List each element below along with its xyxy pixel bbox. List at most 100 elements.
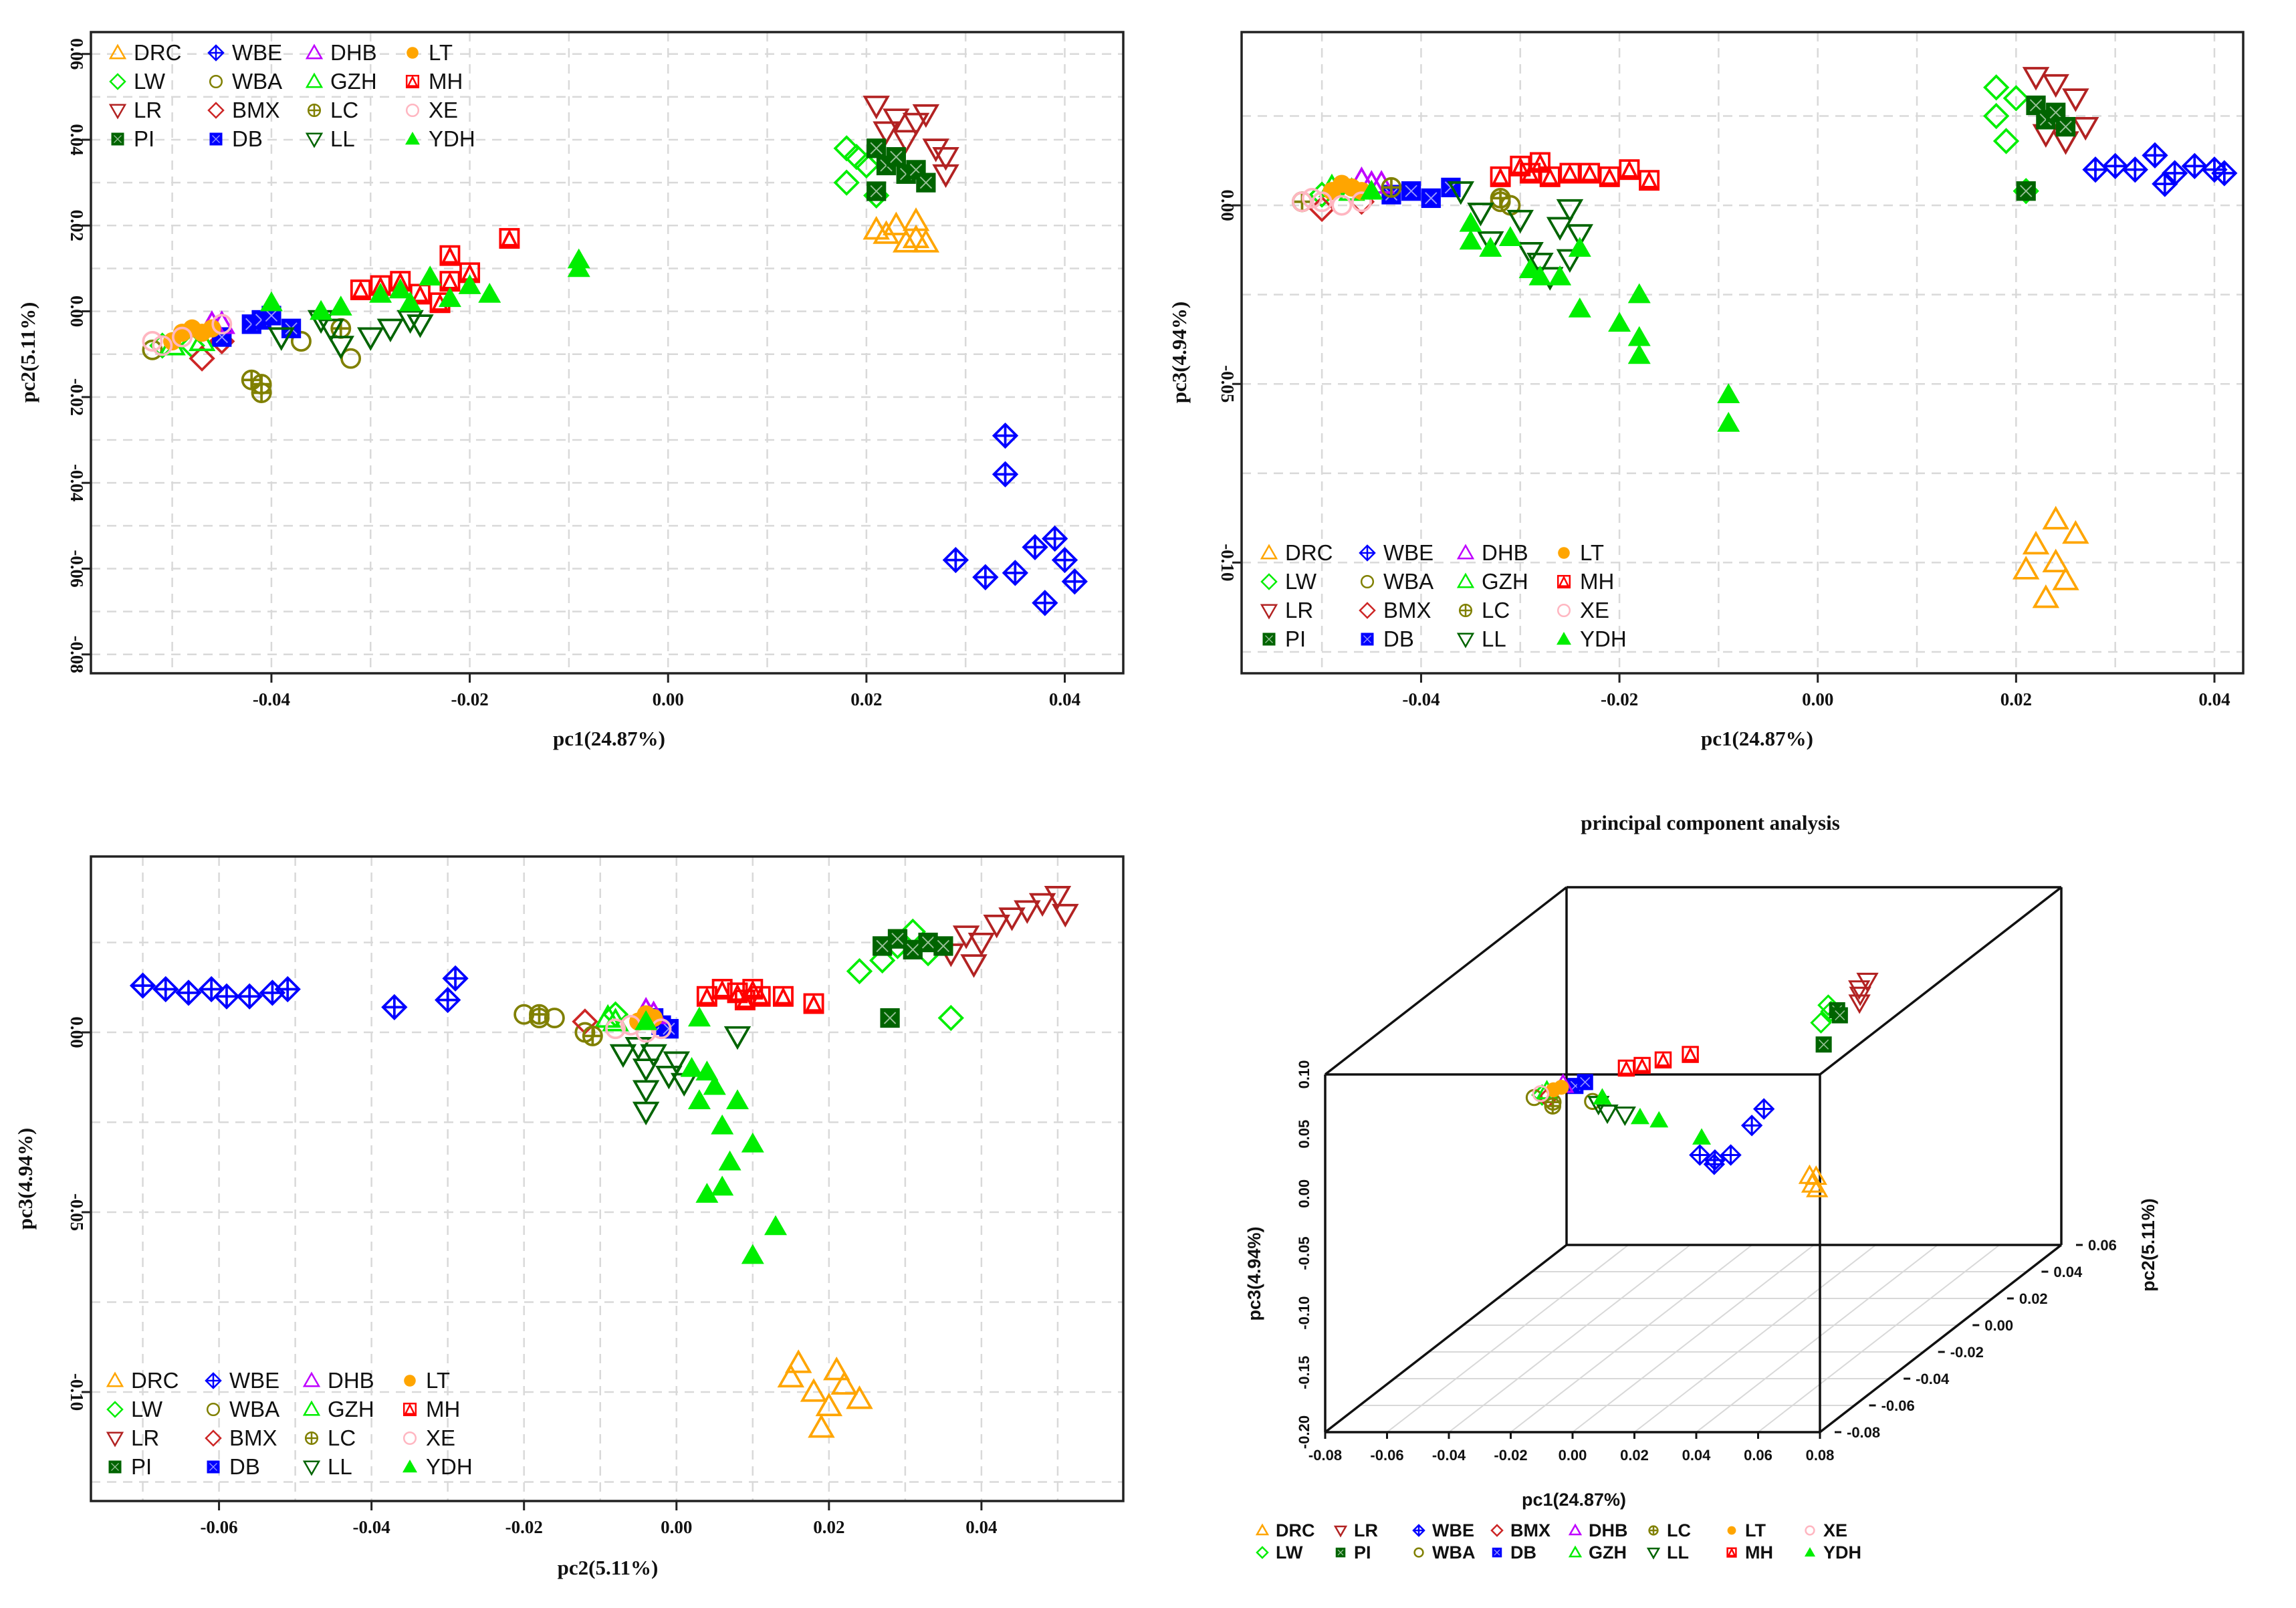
marker-shape xyxy=(1405,185,1417,197)
marker-shape xyxy=(212,135,220,143)
marker-shape xyxy=(302,1460,321,1476)
marker-shape xyxy=(703,1074,726,1095)
marker-shape xyxy=(206,1402,221,1417)
marker-shape xyxy=(441,245,459,264)
grid xyxy=(91,856,1123,1501)
marker-shape xyxy=(2020,185,2033,197)
legend-label: LW xyxy=(1276,1542,1303,1563)
marker-shape xyxy=(912,229,940,253)
legend-marker-ydh xyxy=(403,1460,417,1473)
x-tick-label: -0.06 xyxy=(200,1517,237,1537)
marker-shape xyxy=(108,43,127,60)
marker-shape xyxy=(2042,74,2069,98)
marker-shape xyxy=(1580,1076,1591,1087)
point-drc xyxy=(2012,556,2040,580)
legend-label: MH xyxy=(429,69,463,94)
legend-marker-lt xyxy=(1558,547,1570,559)
point-xe xyxy=(605,1018,626,1040)
marker-shape xyxy=(405,103,420,118)
marker-shape xyxy=(369,282,392,303)
marker-shape xyxy=(1459,211,1482,232)
series-wba xyxy=(142,331,362,369)
marker-shape xyxy=(209,74,223,89)
marker-shape xyxy=(713,980,731,998)
point-lr xyxy=(873,121,900,145)
legend-label: DHB xyxy=(1482,540,1528,565)
grid-line xyxy=(1633,1244,1877,1433)
point-pi xyxy=(886,147,906,167)
marker-shape xyxy=(1491,166,1510,185)
legend-marker-wba xyxy=(1413,1547,1424,1558)
marker-shape xyxy=(967,932,996,957)
legend-marker-lw xyxy=(1260,573,1278,590)
x-tick-label: 0.02 xyxy=(1620,1447,1649,1464)
point-wbe xyxy=(435,986,461,1014)
marker-shape xyxy=(1566,224,1593,248)
marker-shape xyxy=(1727,1547,1736,1557)
legend-item-lr: LR xyxy=(1260,598,1313,622)
series-lr xyxy=(863,96,959,189)
point-wbe xyxy=(1061,568,1088,595)
legend-item-mh: MH xyxy=(1726,1542,1773,1563)
series-pi xyxy=(1815,1002,1848,1053)
point-wbe xyxy=(1051,547,1078,574)
marker-shape xyxy=(1557,632,1571,645)
point-wbe xyxy=(2082,156,2109,183)
point-lw xyxy=(833,169,860,196)
marker-shape xyxy=(823,1356,850,1381)
legend-marker-dhb xyxy=(1456,544,1475,560)
marker-shape xyxy=(902,112,930,137)
marker-shape xyxy=(444,967,467,990)
box-edge xyxy=(1324,886,1568,1076)
y-tick-label: -0.08 xyxy=(1847,1424,1880,1441)
marker-shape xyxy=(1425,192,1438,205)
marker-shape xyxy=(404,1375,416,1387)
legend-item-ll: LL xyxy=(302,1454,352,1479)
legend-label: PI xyxy=(131,1454,152,1479)
marker-shape xyxy=(302,1371,321,1387)
legend-label: LC xyxy=(1667,1520,1691,1540)
y-tick-label: -0.10 xyxy=(1218,544,1238,581)
marker-shape xyxy=(1367,170,1395,194)
point-wbe xyxy=(1042,525,1068,552)
series-lc xyxy=(529,1004,603,1046)
marker-shape xyxy=(2042,548,2069,572)
legend-item-pi: PI xyxy=(108,1454,152,1479)
point-drc xyxy=(892,229,920,253)
point-lr xyxy=(1052,903,1079,928)
marker-shape xyxy=(267,327,295,351)
legend-marker-pi xyxy=(1262,633,1276,646)
marker-shape xyxy=(1360,546,1375,560)
x-tick-label: 0.04 xyxy=(965,1517,997,1537)
marker-shape xyxy=(1558,575,1570,587)
legend-item-lw: LW xyxy=(106,1397,163,1421)
point-pi xyxy=(2016,181,2036,201)
legend-label: DRC xyxy=(1276,1520,1315,1540)
y-tick-label: 0.06 xyxy=(67,38,87,70)
marker-shape xyxy=(142,339,163,360)
point-lc xyxy=(1381,177,1402,198)
point-mh xyxy=(772,986,794,1007)
marker-shape xyxy=(1630,1107,1649,1125)
marker-shape xyxy=(2153,173,2176,196)
marker-shape xyxy=(1704,1155,1724,1174)
legend-label: YDH xyxy=(429,126,475,151)
series-drc xyxy=(777,1349,873,1438)
point-lr xyxy=(1014,900,1041,924)
marker-shape xyxy=(1506,209,1534,234)
point-ydh xyxy=(259,291,283,312)
legend-label: XE xyxy=(429,98,458,122)
marker-shape xyxy=(327,336,354,360)
pca-plot-pc1-pc2: -0.04 0.00 0.02 -0.02 0.04 -0.08 -0.06 -0.04 -0.… xyxy=(16,31,1125,750)
point-lr xyxy=(932,164,959,189)
point-ll xyxy=(376,318,405,343)
marker-shape xyxy=(632,1101,660,1126)
legend-label: XE xyxy=(1823,1520,1847,1540)
legend-marker-ydh xyxy=(405,132,420,145)
marker-shape xyxy=(960,954,988,978)
y-tick-label: -0.06 xyxy=(67,550,87,587)
point-lr xyxy=(922,138,949,162)
legend-item-dhb: DHB xyxy=(1456,540,1528,565)
marker-shape xyxy=(2202,158,2226,181)
